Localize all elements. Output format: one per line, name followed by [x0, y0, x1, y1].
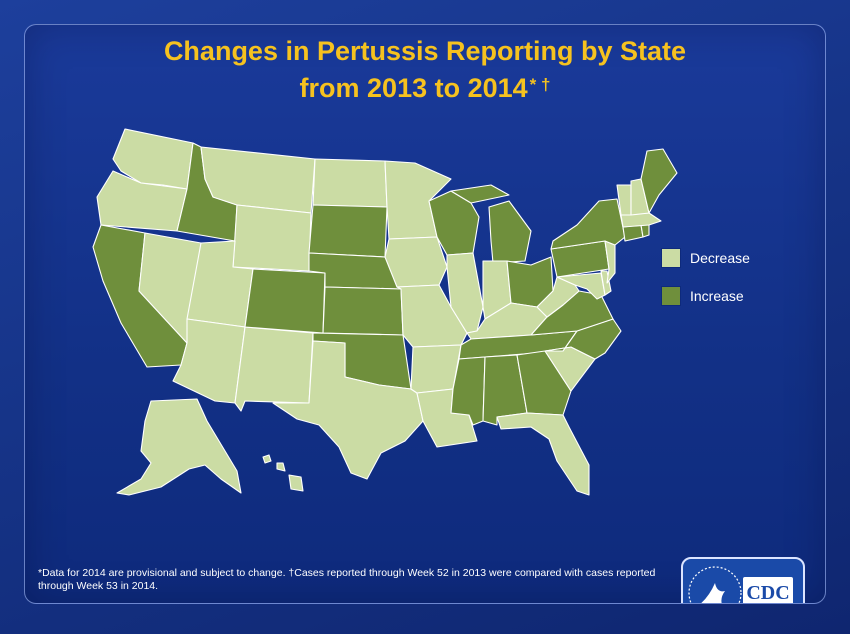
state-CO	[244, 268, 326, 334]
cdc-logo: CDC	[681, 557, 805, 603]
state-SD	[308, 204, 388, 258]
slide-title: Changes in Pertussis Reporting by State …	[25, 35, 825, 105]
state-GA	[516, 350, 572, 416]
slide-panel: Changes in Pertussis Reporting by State …	[24, 24, 826, 604]
state-AK	[116, 398, 242, 496]
title-marks: * †	[529, 75, 551, 94]
state-DE	[600, 270, 612, 296]
legend-item-increase: Increase	[661, 285, 750, 307]
state-MI	[450, 184, 532, 264]
state-ND	[312, 158, 388, 208]
legend-swatch-decrease	[661, 248, 681, 268]
state-WV	[536, 276, 580, 318]
cdc-logo-text: CDC	[743, 577, 793, 603]
title-line-2: from 2013 to 2014 * †	[25, 68, 825, 105]
legend-swatch-increase	[661, 286, 681, 306]
state-ME	[640, 148, 678, 214]
state-IA	[384, 236, 448, 288]
state-CT	[622, 224, 644, 242]
title-line-2-text: from 2013 to 2014	[299, 73, 528, 103]
legend-label-decrease: Decrease	[690, 250, 750, 266]
legend: Decrease Increase	[661, 247, 750, 323]
legend-item-decrease: Decrease	[661, 247, 750, 269]
us-states-map	[92, 128, 678, 496]
state-WY	[232, 204, 312, 272]
state-HI	[262, 454, 304, 492]
state-KS	[322, 286, 404, 336]
state-NM	[234, 326, 314, 412]
state-TX	[272, 340, 424, 480]
footnote: *Data for 2014 are provisional and subje…	[38, 567, 656, 592]
hhs-eagle-icon	[688, 566, 742, 603]
state-FL	[496, 412, 590, 496]
legend-label-increase: Increase	[690, 288, 744, 304]
state-RI	[640, 224, 650, 238]
title-line-1: Changes in Pertussis Reporting by State	[163, 36, 687, 66]
state-NY	[550, 198, 626, 250]
